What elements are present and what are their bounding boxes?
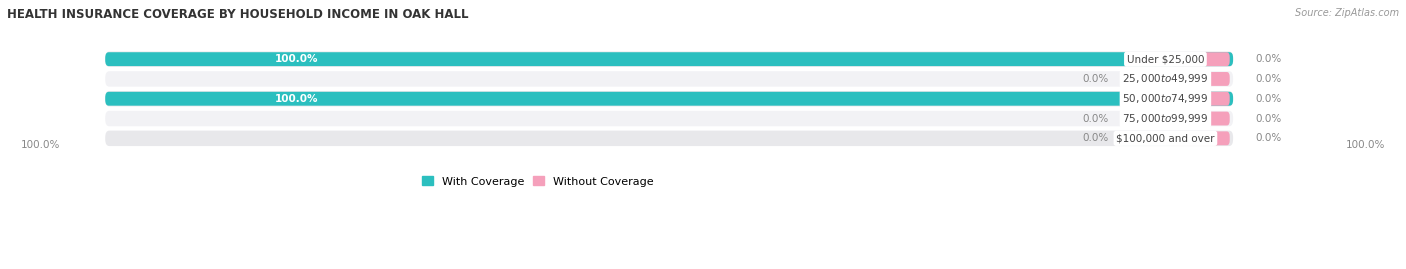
FancyBboxPatch shape: [1171, 52, 1230, 66]
FancyBboxPatch shape: [1171, 112, 1230, 125]
FancyBboxPatch shape: [105, 51, 1233, 67]
Text: 100.0%: 100.0%: [274, 94, 318, 104]
Text: 0.0%: 0.0%: [1083, 114, 1109, 123]
FancyBboxPatch shape: [1121, 72, 1177, 86]
Text: 100.0%: 100.0%: [21, 140, 60, 150]
Text: 0.0%: 0.0%: [1256, 133, 1282, 143]
Text: $75,000 to $99,999: $75,000 to $99,999: [1122, 112, 1209, 125]
Text: Source: ZipAtlas.com: Source: ZipAtlas.com: [1295, 8, 1399, 18]
Text: 0.0%: 0.0%: [1083, 133, 1109, 143]
Text: 100.0%: 100.0%: [1346, 140, 1385, 150]
Text: 100.0%: 100.0%: [274, 54, 318, 64]
FancyBboxPatch shape: [1171, 92, 1230, 106]
Text: $50,000 to $74,999: $50,000 to $74,999: [1122, 92, 1209, 105]
FancyBboxPatch shape: [1121, 131, 1177, 145]
FancyBboxPatch shape: [105, 111, 1233, 126]
Text: HEALTH INSURANCE COVERAGE BY HOUSEHOLD INCOME IN OAK HALL: HEALTH INSURANCE COVERAGE BY HOUSEHOLD I…: [7, 8, 468, 21]
FancyBboxPatch shape: [105, 52, 1233, 66]
FancyBboxPatch shape: [105, 131, 1233, 146]
FancyBboxPatch shape: [105, 91, 1233, 107]
Text: 0.0%: 0.0%: [1256, 114, 1282, 123]
FancyBboxPatch shape: [1171, 131, 1230, 145]
Text: 0.0%: 0.0%: [1083, 74, 1109, 84]
FancyBboxPatch shape: [105, 71, 1233, 87]
Text: 0.0%: 0.0%: [1256, 94, 1282, 104]
Text: Under $25,000: Under $25,000: [1126, 54, 1204, 64]
FancyBboxPatch shape: [1121, 112, 1177, 125]
Text: 0.0%: 0.0%: [1256, 74, 1282, 84]
Text: $100,000 and over: $100,000 and over: [1116, 133, 1215, 143]
FancyBboxPatch shape: [1171, 72, 1230, 86]
Legend: With Coverage, Without Coverage: With Coverage, Without Coverage: [418, 172, 658, 191]
FancyBboxPatch shape: [105, 92, 1233, 106]
Text: 0.0%: 0.0%: [1256, 54, 1282, 64]
Text: $25,000 to $49,999: $25,000 to $49,999: [1122, 72, 1209, 86]
